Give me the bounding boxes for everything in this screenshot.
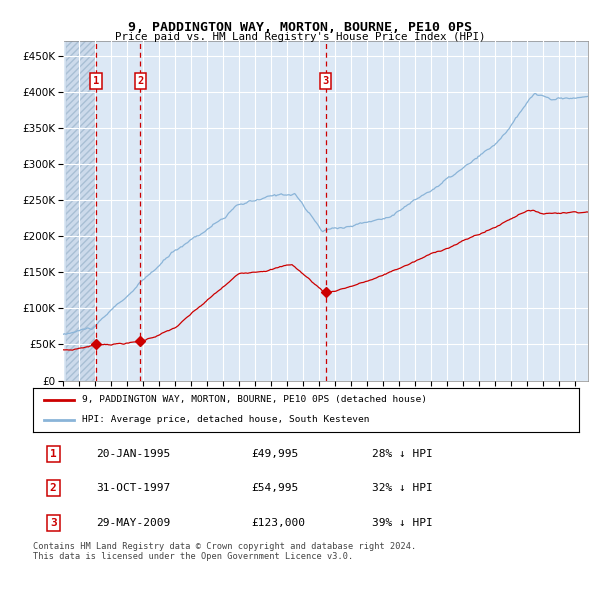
Bar xyxy=(66,41,96,381)
Text: 20-JAN-1995: 20-JAN-1995 xyxy=(96,449,170,459)
Text: 1: 1 xyxy=(50,449,56,459)
Text: 3: 3 xyxy=(50,517,56,527)
Text: 2: 2 xyxy=(137,76,143,86)
Text: £49,995: £49,995 xyxy=(251,449,299,459)
Text: 32% ↓ HPI: 32% ↓ HPI xyxy=(371,483,432,493)
Text: 1: 1 xyxy=(93,76,99,86)
Bar xyxy=(66,41,96,381)
Text: Contains HM Land Registry data © Crown copyright and database right 2024.
This d: Contains HM Land Registry data © Crown c… xyxy=(33,542,416,561)
Text: 31-OCT-1997: 31-OCT-1997 xyxy=(96,483,170,493)
Text: 2: 2 xyxy=(50,483,56,493)
Text: 28% ↓ HPI: 28% ↓ HPI xyxy=(371,449,432,459)
Text: £54,995: £54,995 xyxy=(251,483,299,493)
Text: 39% ↓ HPI: 39% ↓ HPI xyxy=(371,517,432,527)
Text: £123,000: £123,000 xyxy=(251,517,305,527)
Text: HPI: Average price, detached house, South Kesteven: HPI: Average price, detached house, Sout… xyxy=(82,415,370,424)
Text: 29-MAY-2009: 29-MAY-2009 xyxy=(96,517,170,527)
Text: 9, PADDINGTON WAY, MORTON, BOURNE, PE10 0PS: 9, PADDINGTON WAY, MORTON, BOURNE, PE10 … xyxy=(128,21,472,34)
Text: 9, PADDINGTON WAY, MORTON, BOURNE, PE10 0PS (detached house): 9, PADDINGTON WAY, MORTON, BOURNE, PE10 … xyxy=(82,395,427,404)
Text: 3: 3 xyxy=(323,76,329,86)
Text: Price paid vs. HM Land Registry's House Price Index (HPI): Price paid vs. HM Land Registry's House … xyxy=(115,32,485,42)
